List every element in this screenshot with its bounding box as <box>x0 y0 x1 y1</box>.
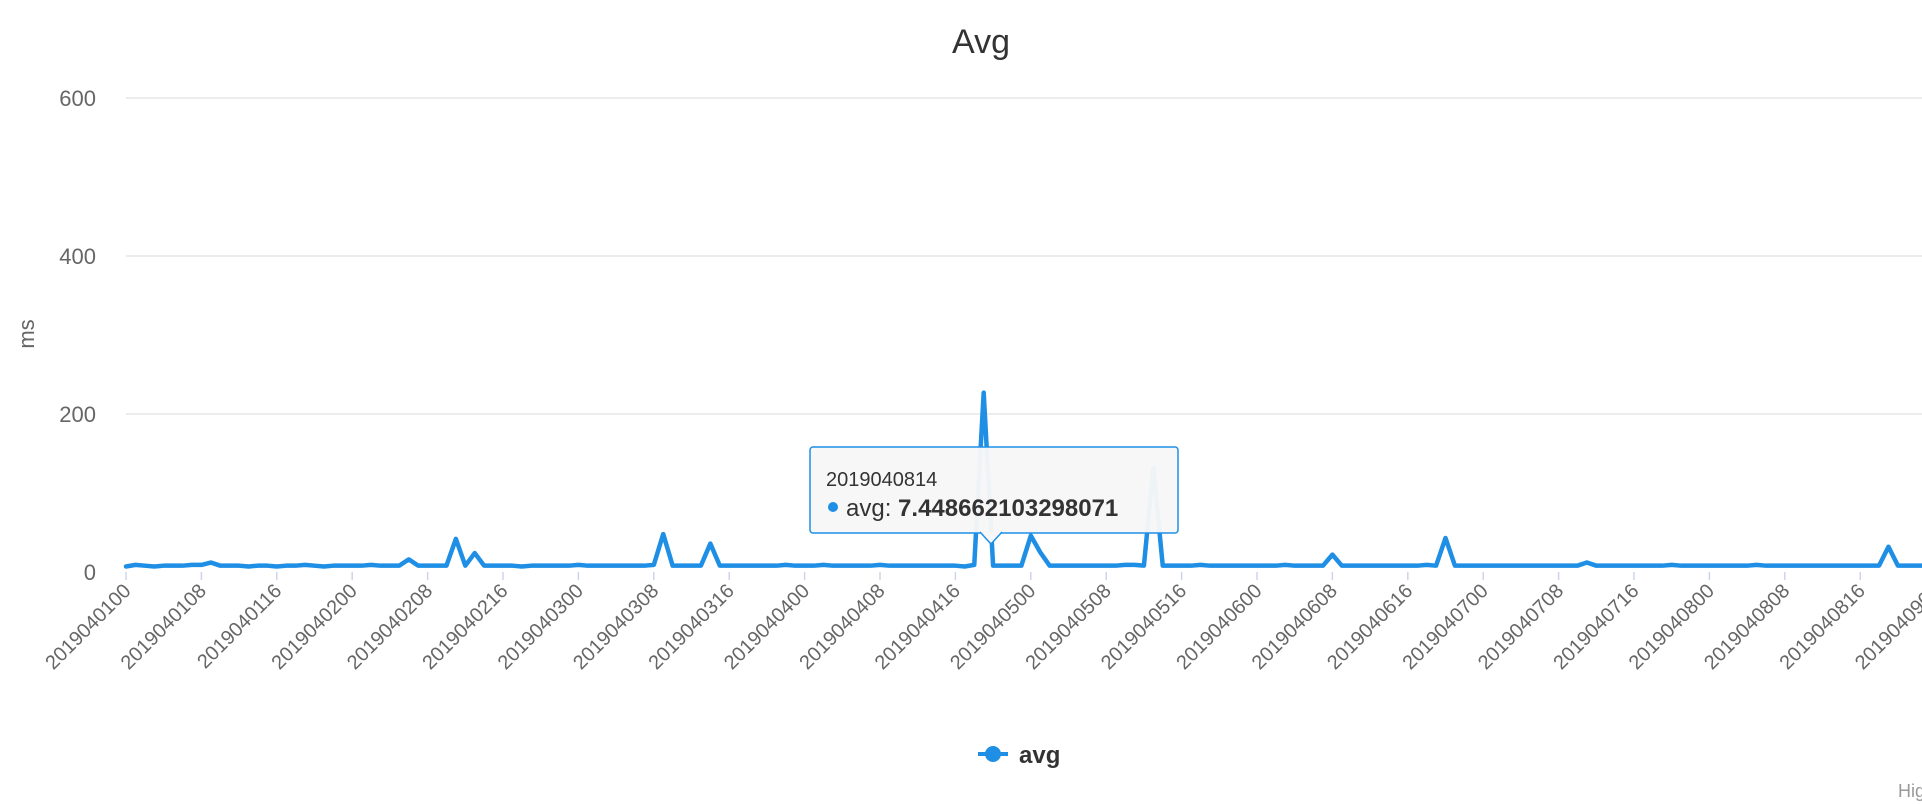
credits-link[interactable]: Highcharts.com <box>1898 781 1922 801</box>
tooltip-series-dot <box>828 502 838 512</box>
y-tick-label: 400 <box>59 244 96 269</box>
y-tick-label: 600 <box>59 86 96 111</box>
tooltip-pointer <box>979 531 1003 546</box>
y-axis-title: ms <box>14 319 39 348</box>
tooltip-value: 7.448662103298071 <box>898 495 1118 522</box>
y-tick-label: 0 <box>84 560 96 585</box>
chart-title: Avg <box>952 23 1010 61</box>
gridlines <box>126 97 1922 415</box>
tooltip-x-label: 2019040814 <box>826 469 937 491</box>
legend[interactable]: avg <box>978 742 1060 769</box>
tooltip-series-name: avg <box>846 495 885 522</box>
x-axis-ticks: 2019040100201904010820190401162019040200… <box>41 572 1922 674</box>
legend-item-avg[interactable]: avg <box>1019 742 1060 769</box>
series-avg[interactable] <box>123 169 1922 585</box>
tooltip-series-line: avg: 7.448662103298071 <box>846 495 1118 522</box>
legend-symbol-marker <box>985 746 1001 762</box>
y-axis-ticks: 0 200 400 600 <box>59 86 96 585</box>
series-line-avg[interactable] <box>123 169 1922 569</box>
tooltip: 2019040814 avg: 7.448662103298071 <box>809 446 1179 546</box>
y-tick-label: 200 <box>59 402 96 427</box>
